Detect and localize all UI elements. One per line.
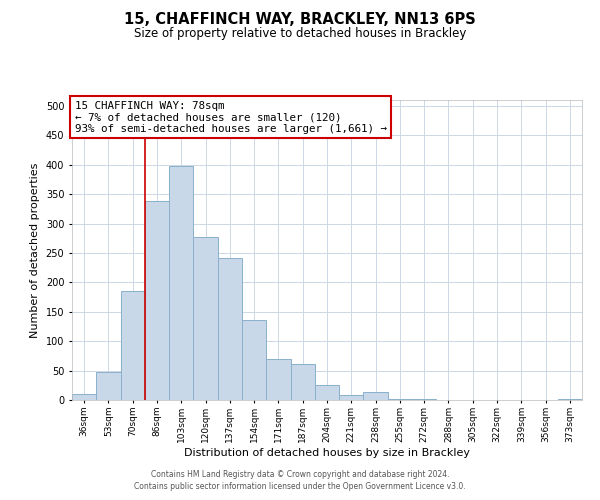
Bar [266, 359, 290, 400]
Text: Size of property relative to detached houses in Brackley: Size of property relative to detached ho… [134, 28, 466, 40]
Bar [315, 384, 339, 400]
Text: Distribution of detached houses by size in Brackley: Distribution of detached houses by size … [184, 448, 470, 458]
Bar [558, 399, 582, 400]
Bar [72, 394, 96, 400]
Text: 15, CHAFFINCH WAY, BRACKLEY, NN13 6PS: 15, CHAFFINCH WAY, BRACKLEY, NN13 6PS [124, 12, 476, 28]
Bar [218, 258, 242, 400]
Text: Contains HM Land Registry data © Crown copyright and database right 2024.: Contains HM Land Registry data © Crown c… [151, 470, 449, 479]
Bar [242, 320, 266, 400]
Bar [145, 201, 169, 400]
Y-axis label: Number of detached properties: Number of detached properties [30, 162, 40, 338]
Bar [364, 392, 388, 400]
Bar [96, 372, 121, 400]
Bar [388, 399, 412, 400]
Bar [290, 364, 315, 400]
Bar [193, 237, 218, 400]
Bar [339, 396, 364, 400]
Text: 15 CHAFFINCH WAY: 78sqm
← 7% of detached houses are smaller (120)
93% of semi-de: 15 CHAFFINCH WAY: 78sqm ← 7% of detached… [74, 100, 386, 134]
Text: Contains public sector information licensed under the Open Government Licence v3: Contains public sector information licen… [134, 482, 466, 491]
Bar [121, 291, 145, 400]
Bar [169, 166, 193, 400]
